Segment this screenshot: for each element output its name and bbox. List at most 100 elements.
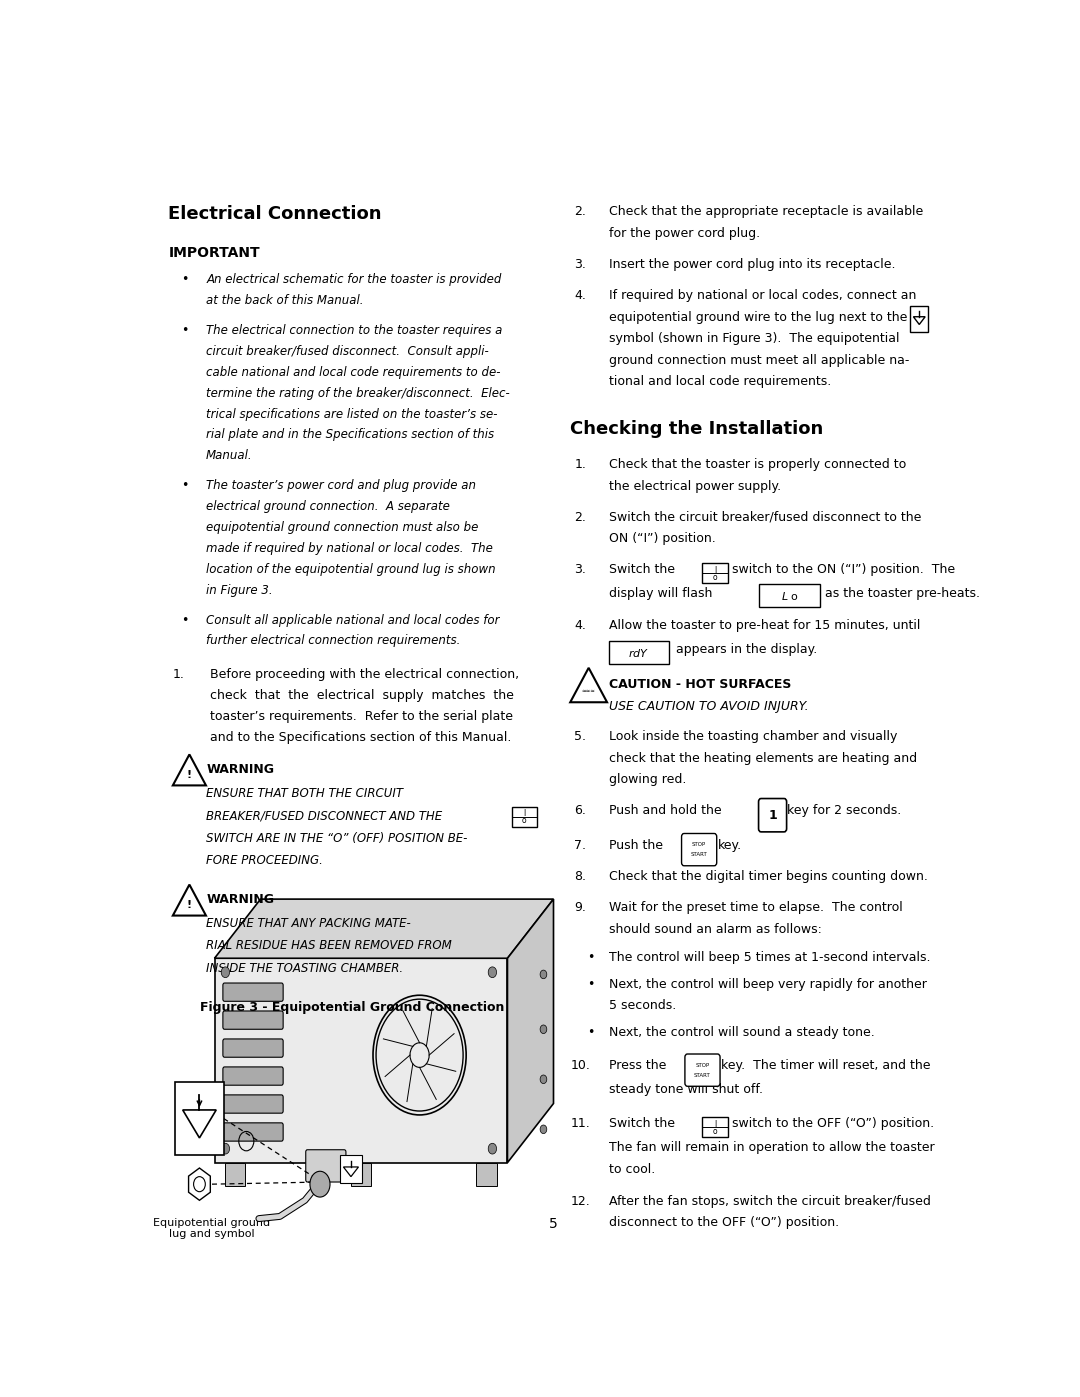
Text: further electrical connection requirements.: further electrical connection requiremen… <box>206 634 460 647</box>
Text: The electrical connection to the toaster requires a: The electrical connection to the toaster… <box>206 324 502 337</box>
Text: check that the heating elements are heating and: check that the heating elements are heat… <box>609 752 917 764</box>
Text: Figure 3 - Equipotential Ground Connection: Figure 3 - Equipotential Ground Connecti… <box>201 1000 504 1014</box>
Text: ENSURE THAT BOTH THE CIRCUIT: ENSURE THAT BOTH THE CIRCUIT <box>206 787 403 799</box>
Text: !: ! <box>187 900 192 909</box>
Text: START: START <box>694 1073 711 1078</box>
Text: disconnect to the OFF (“O”) position.: disconnect to the OFF (“O”) position. <box>609 1217 839 1229</box>
FancyBboxPatch shape <box>351 1162 372 1186</box>
Text: RIAL RESIDUE HAS BEEN REMOVED FROM: RIAL RESIDUE HAS BEEN REMOVED FROM <box>206 939 451 953</box>
Text: The fan will remain in operation to allow the toaster: The fan will remain in operation to allo… <box>609 1141 934 1154</box>
Text: $\it{L}$ o: $\it{L}$ o <box>781 590 798 602</box>
Text: ON (“I”) position.: ON (“I”) position. <box>609 532 715 545</box>
Text: An electrical schematic for the toaster is provided: An electrical schematic for the toaster … <box>206 272 501 286</box>
Text: key.  The timer will reset, and the: key. The timer will reset, and the <box>721 1059 930 1073</box>
Text: electrical ground connection.  A separate: electrical ground connection. A separate <box>206 500 450 513</box>
Text: steady tone will shut off.: steady tone will shut off. <box>609 1083 762 1097</box>
Circle shape <box>540 1125 546 1133</box>
Text: 3.: 3. <box>575 258 586 271</box>
Text: Wait for the preset time to elapse.  The control: Wait for the preset time to elapse. The … <box>609 901 903 914</box>
Text: made if required by national or local codes.  The: made if required by national or local co… <box>206 542 492 555</box>
FancyBboxPatch shape <box>222 1067 283 1085</box>
FancyBboxPatch shape <box>175 1081 224 1155</box>
Text: Check that the appropriate receptacle is available: Check that the appropriate receptacle is… <box>609 205 923 218</box>
Text: Check that the toaster is properly connected to: Check that the toaster is properly conne… <box>609 458 906 471</box>
Text: •: • <box>588 978 594 990</box>
Text: ≈≈≈: ≈≈≈ <box>582 689 595 694</box>
Text: at the back of this Manual.: at the back of this Manual. <box>206 293 364 307</box>
Text: After the fan stops, switch the circuit breaker/fused: After the fan stops, switch the circuit … <box>609 1194 931 1208</box>
Text: to cool.: to cool. <box>609 1162 654 1176</box>
Text: WARNING: WARNING <box>206 763 274 777</box>
Text: •: • <box>181 272 188 286</box>
Text: WARNING: WARNING <box>206 893 274 907</box>
Text: STOP: STOP <box>696 1063 710 1067</box>
Text: 5 seconds.: 5 seconds. <box>609 999 676 1013</box>
Text: key.: key. <box>717 838 742 852</box>
Text: !: ! <box>187 770 192 780</box>
Text: 4.: 4. <box>575 619 586 633</box>
Text: should sound an alarm as follows:: should sound an alarm as follows: <box>609 923 822 936</box>
Text: location of the equipotential ground lug is shown: location of the equipotential ground lug… <box>206 563 496 576</box>
Text: tional and local code requirements.: tional and local code requirements. <box>609 376 831 388</box>
Text: toaster’s requirements.  Refer to the serial plate: toaster’s requirements. Refer to the ser… <box>211 710 513 724</box>
FancyBboxPatch shape <box>306 1150 346 1182</box>
Text: Consult all applicable national and local codes for: Consult all applicable national and loca… <box>206 613 500 626</box>
Circle shape <box>488 1143 497 1154</box>
Text: for the power cord plug.: for the power cord plug. <box>609 226 760 240</box>
FancyBboxPatch shape <box>609 641 669 664</box>
FancyBboxPatch shape <box>226 1162 245 1186</box>
Text: and to the Specifications section of this Manual.: and to the Specifications section of thi… <box>211 731 512 745</box>
Text: 4.: 4. <box>575 289 586 302</box>
Polygon shape <box>215 900 554 958</box>
FancyBboxPatch shape <box>222 1039 283 1058</box>
FancyBboxPatch shape <box>681 834 717 866</box>
Text: 9.: 9. <box>575 901 586 914</box>
Polygon shape <box>508 900 554 1162</box>
Polygon shape <box>215 958 508 1162</box>
Text: •: • <box>588 1025 594 1039</box>
Text: Press the: Press the <box>609 1059 666 1073</box>
Text: check  that  the  electrical  supply  matches  the: check that the electrical supply matches… <box>211 689 514 703</box>
FancyBboxPatch shape <box>702 1118 728 1137</box>
Circle shape <box>540 970 546 979</box>
Text: ground connection must meet all applicable na-: ground connection must meet all applicab… <box>609 353 909 367</box>
Text: 10.: 10. <box>571 1059 591 1073</box>
Text: o: o <box>713 573 717 581</box>
Text: Switch the: Switch the <box>609 1118 675 1130</box>
Text: START: START <box>691 852 707 858</box>
Text: as the toaster pre-heats.: as the toaster pre-heats. <box>825 587 980 601</box>
Text: •: • <box>588 951 594 964</box>
FancyBboxPatch shape <box>512 807 537 827</box>
Text: ENSURE THAT ANY PACKING MATE-: ENSURE THAT ANY PACKING MATE- <box>206 916 410 930</box>
Text: INSIDE THE TOASTING CHAMBER.: INSIDE THE TOASTING CHAMBER. <box>206 963 403 975</box>
Text: switch to the OFF (“O”) position.: switch to the OFF (“O”) position. <box>732 1118 934 1130</box>
FancyBboxPatch shape <box>685 1053 720 1087</box>
Text: The toaster’s power cord and plug provide an: The toaster’s power cord and plug provid… <box>206 479 476 492</box>
Text: display will flash: display will flash <box>609 587 712 601</box>
Text: Push and hold the: Push and hold the <box>609 805 721 817</box>
Text: glowing red.: glowing red. <box>609 774 686 787</box>
Text: If required by national or local codes, connect an: If required by national or local codes, … <box>609 289 916 302</box>
Text: 5.: 5. <box>575 731 586 743</box>
Text: o: o <box>713 1126 717 1136</box>
Text: the electrical power supply.: the electrical power supply. <box>609 479 781 493</box>
Circle shape <box>310 1171 330 1197</box>
Circle shape <box>540 1074 546 1084</box>
Text: Next, the control will sound a steady tone.: Next, the control will sound a steady to… <box>609 1025 875 1039</box>
Text: switch to the ON (“I”) position.  The: switch to the ON (“I”) position. The <box>732 563 955 577</box>
FancyBboxPatch shape <box>759 584 820 608</box>
Text: USE CAUTION TO AVOID INJURY.: USE CAUTION TO AVOID INJURY. <box>609 700 808 712</box>
Text: appears in the display.: appears in the display. <box>676 643 816 657</box>
Text: Push the: Push the <box>609 838 663 852</box>
Text: Look inside the toasting chamber and visually: Look inside the toasting chamber and vis… <box>609 731 897 743</box>
Text: equipotential ground connection must also be: equipotential ground connection must als… <box>206 521 478 534</box>
Text: trical specifications are listed on the toaster’s se-: trical specifications are listed on the … <box>206 408 498 420</box>
FancyBboxPatch shape <box>222 983 283 1002</box>
Text: Check that the digital timer begins counting down.: Check that the digital timer begins coun… <box>609 870 928 883</box>
Text: 12.: 12. <box>571 1194 591 1208</box>
Text: 1.: 1. <box>575 458 586 471</box>
Text: STOP: STOP <box>692 842 706 848</box>
Text: Allow the toaster to pre-heat for 15 minutes, until: Allow the toaster to pre-heat for 15 min… <box>609 619 920 633</box>
FancyBboxPatch shape <box>222 1095 283 1113</box>
Text: Insert the power cord plug into its receptacle.: Insert the power cord plug into its rece… <box>609 258 895 271</box>
